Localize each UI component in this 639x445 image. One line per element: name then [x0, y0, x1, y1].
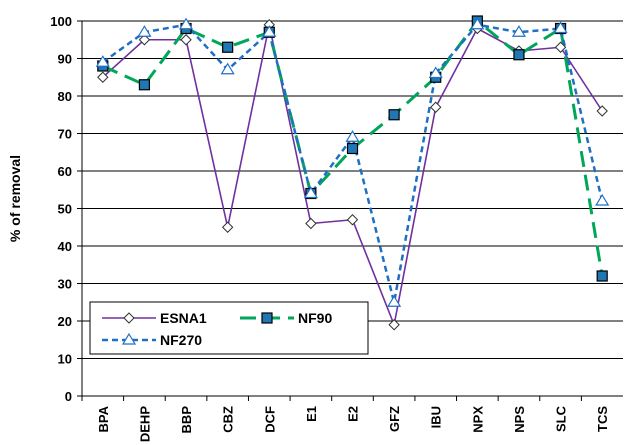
y-tick-label: 40 [58, 239, 72, 254]
x-tick-label: DEHP [137, 406, 152, 442]
data-point [470, 17, 485, 30]
data-point [95, 55, 110, 67]
data-point [388, 319, 400, 331]
data-point [262, 25, 277, 37]
x-tick-label: GFZ [387, 406, 402, 432]
x-tick-label: BBP [179, 406, 194, 434]
legend-marker [261, 312, 273, 324]
data-point [222, 41, 234, 53]
data-point [428, 66, 443, 79]
legend-entry-ESNA1: ESNA1 [102, 310, 207, 326]
data-point [430, 101, 442, 113]
y-tick-label: 30 [58, 277, 72, 292]
data-point [220, 62, 235, 75]
axes [77, 20, 623, 401]
data-point [346, 142, 359, 155]
data-point [511, 25, 527, 37]
legend-entry-NF270: NF270 [102, 332, 202, 348]
legend-label: ESNA1 [160, 310, 207, 326]
data-point [346, 214, 359, 226]
data-point [595, 193, 610, 206]
y-tick-label: 10 [58, 352, 72, 367]
data-point [596, 270, 608, 282]
series-line [102, 23, 604, 304]
y-tick-label: 90 [58, 52, 72, 67]
markers-ESNA1 [97, 19, 608, 331]
y-tick-labels: 0 10 20 30 40 50 60 70 80 90 100 [50, 14, 72, 404]
markers-NF270 [95, 17, 610, 307]
legend-entry-NF90: NF90 [240, 310, 332, 326]
x-tick-labels: BPA DEHP BBP CBZ DCF E1 E2 GFZ IBU NPX NPS SLC TCS [96, 405, 610, 442]
data-point [178, 17, 194, 30]
data-point [553, 21, 568, 34]
data-point [513, 49, 525, 61]
series-ESNA1 [102, 23, 603, 326]
y-tick-label: 0 [65, 389, 72, 404]
y-tick-label: 50 [58, 202, 72, 217]
data-point [345, 130, 360, 142]
legend-marker [121, 332, 137, 345]
data-point [303, 186, 318, 199]
legend-label: NF90 [298, 310, 332, 326]
series-layer [95, 15, 610, 331]
x-tick-label: E1 [304, 406, 319, 422]
x-tick-label: BPA [96, 405, 111, 432]
x-tick-label: SLC [554, 405, 569, 432]
y-axis-label: % of removal [7, 155, 23, 242]
data-point [388, 109, 400, 121]
data-point [137, 25, 152, 37]
x-tick-label: NPS [512, 406, 527, 433]
series-line [102, 23, 603, 326]
data-point [554, 41, 567, 53]
data-point [387, 295, 402, 307]
x-tick-label: TCS [595, 406, 610, 432]
y-tick-label: 80 [58, 89, 72, 104]
data-point [138, 34, 151, 46]
y-tick-label: 20 [58, 314, 72, 329]
data-point [221, 221, 234, 233]
markers-NF90 [97, 15, 608, 282]
y-tick-label: 100 [50, 14, 72, 29]
x-tick-label: IBU [429, 406, 444, 428]
legend-box [89, 301, 369, 355]
data-point [97, 71, 109, 83]
series-NF270 [102, 23, 604, 304]
x-tick-label: CBZ [221, 406, 236, 433]
legend: ESNA1 NF90 NF270 [89, 301, 369, 355]
data-point [138, 79, 151, 91]
y-tick-label: 70 [58, 127, 72, 142]
data-point [596, 105, 608, 117]
y-tick-label: 60 [58, 164, 72, 179]
data-point [180, 34, 192, 46]
x-tick-label: NPX [470, 406, 485, 433]
x-tick-label: E2 [346, 406, 361, 422]
legend-label: NF270 [160, 332, 202, 348]
legend-marker [123, 312, 135, 324]
x-tick-label: DCF [262, 406, 277, 433]
data-point [305, 217, 317, 230]
